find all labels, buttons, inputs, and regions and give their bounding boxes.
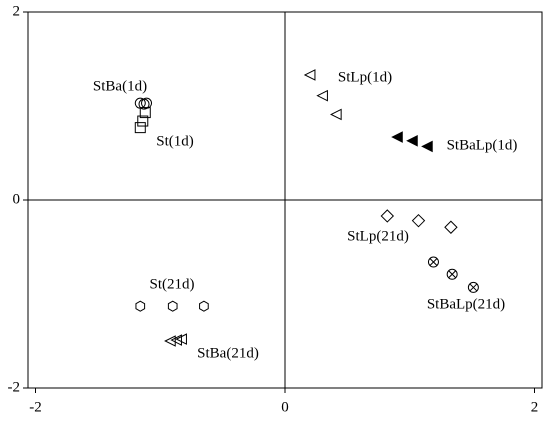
marker-shape [167,300,178,312]
point [199,300,209,312]
marker-shape [175,333,187,345]
point [167,300,178,312]
point [406,134,418,147]
series-label: St(21d) [150,276,195,292]
marker-shape [170,334,182,346]
point [411,213,426,228]
marker-shape [446,268,458,280]
marker-shape [330,108,342,121]
y-tick-label: 0 [13,191,21,207]
point [391,131,403,143]
point [170,334,182,346]
point [139,107,151,119]
point [421,140,433,153]
marker-shape [380,209,395,223]
point [380,209,395,223]
marker-shape [139,107,151,119]
point [175,333,187,345]
x-tick-label: 0 [281,399,289,415]
marker-shape [429,258,438,266]
point [446,268,458,280]
point [135,300,146,312]
marker-shape [134,122,146,134]
marker-shape [469,283,478,292]
series-label: StBa(21d) [197,345,259,361]
series-label: St(1d) [156,133,194,149]
y-tick-label: 2 [13,3,21,19]
marker-shape [303,69,316,81]
marker-shape [391,131,403,143]
series-label: StBaLp(1d) [447,137,518,153]
marker-shape [467,281,479,293]
point [316,89,328,102]
y-tick-label: -2 [8,379,21,395]
series-label: StBaLp(21d) [427,296,505,312]
point [141,97,153,109]
marker-shape [427,256,439,268]
point [467,281,479,293]
x-tick-label: 2 [531,399,539,415]
marker-shape [135,300,146,312]
point [303,69,316,81]
marker-shape [137,115,149,127]
point [330,108,342,121]
marker-shape [406,134,418,147]
series-label: StLp(21d) [347,228,409,244]
marker-shape [141,97,153,109]
series-label: StLp(1d) [338,69,392,85]
series-label: StBa(1d) [93,78,147,94]
point [164,335,176,347]
marker-shape [448,270,457,279]
point [427,256,439,268]
x-tick-label: -2 [29,399,42,415]
point [137,115,149,127]
point [134,122,146,134]
point [444,220,458,234]
marker-shape [421,140,433,153]
marker-shape [411,213,426,228]
marker-shape [316,89,328,102]
marker-shape [164,335,176,347]
marker-shape [199,300,209,312]
marker-shape [444,220,458,234]
